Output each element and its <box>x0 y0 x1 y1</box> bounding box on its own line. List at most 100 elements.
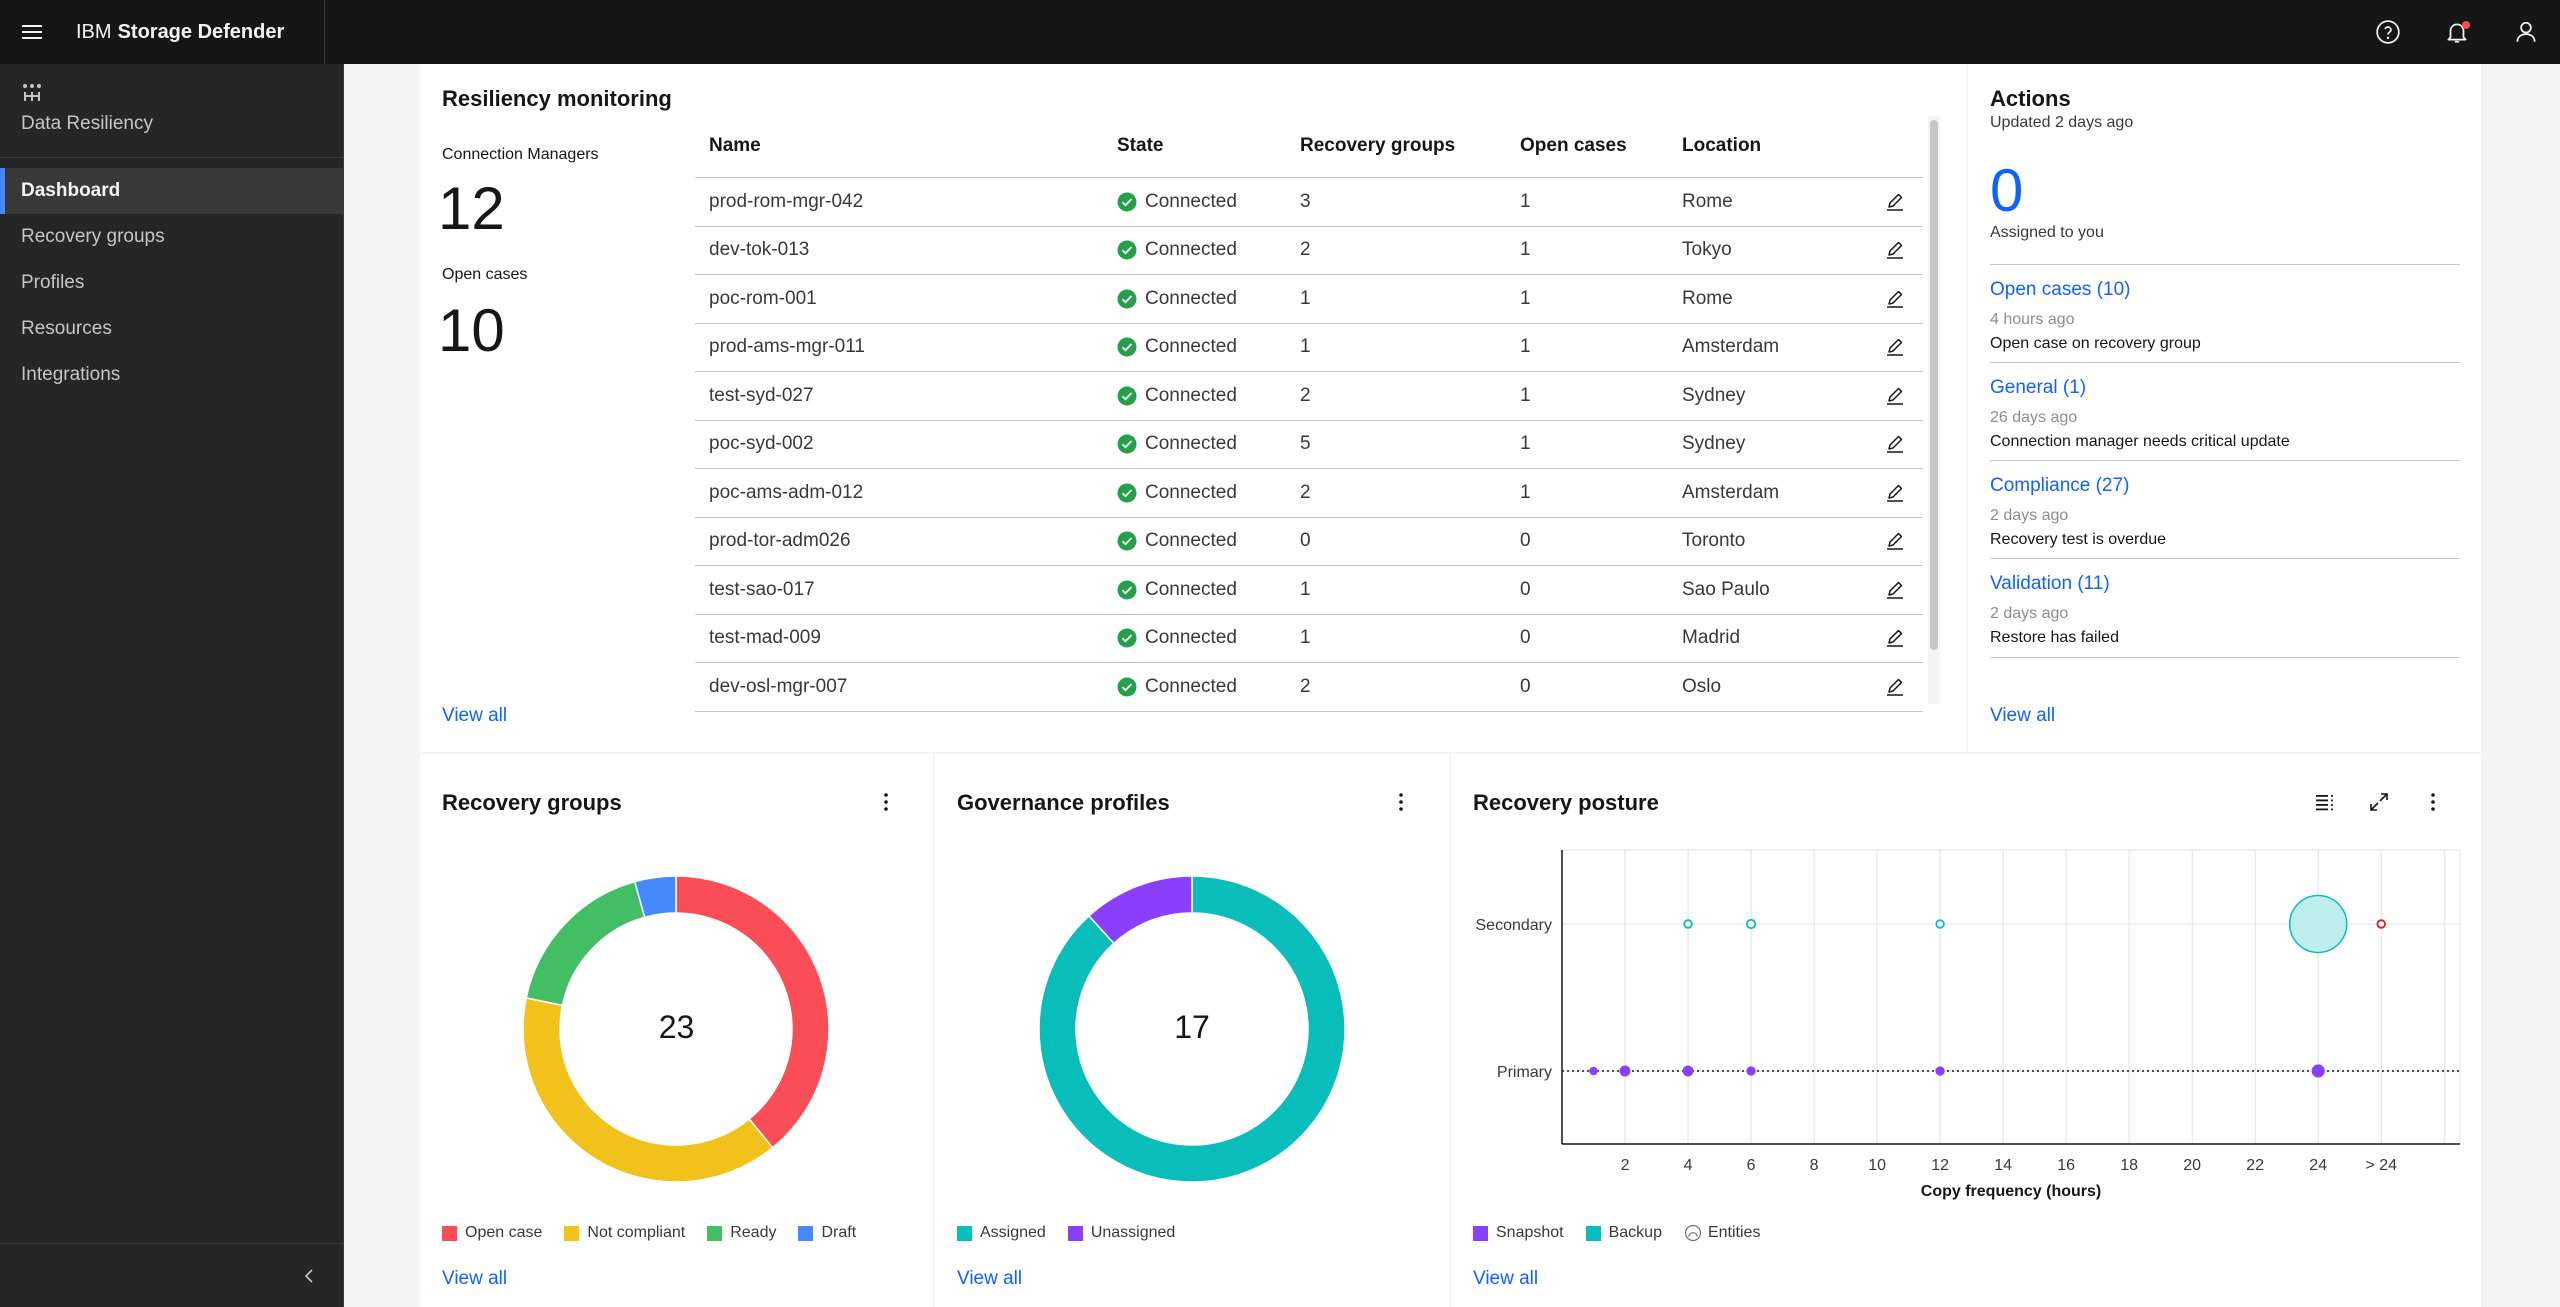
column-header-recovery-groups[interactable]: Recovery groups <box>1300 134 1456 156</box>
menu-icon[interactable] <box>0 0 64 64</box>
data-point-snapshot[interactable] <box>1589 1066 1598 1076</box>
recovery-groups-legend-item-not-compliant[interactable]: Not compliant <box>564 1224 685 1242</box>
app-brand[interactable]: IBM Storage Defender <box>64 0 326 64</box>
state-label: Connected <box>1145 190 1237 212</box>
data-point-snapshot[interactable] <box>1746 1066 1756 1076</box>
cell-state: Connected <box>1117 336 1300 358</box>
column-header-name[interactable]: Name <box>709 134 761 156</box>
governance-profiles-view-all-link[interactable]: View all <box>957 1268 1023 1289</box>
edit-button[interactable] <box>1866 433 1923 455</box>
data-point-backup[interactable] <box>2288 894 2348 954</box>
governance-profiles-slice-unassigned[interactable] <box>1087 875 1193 945</box>
recovery-posture-overflow-menu[interactable] <box>2417 786 2449 818</box>
edit-button[interactable] <box>1866 530 1923 552</box>
table-scrollbar-thumb[interactable] <box>1930 120 1938 650</box>
user-icon[interactable] <box>2491 0 2560 64</box>
column-header-open-cases[interactable]: Open cases <box>1520 134 1627 156</box>
recovery-groups-legend-item-open-case[interactable]: Open case <box>442 1224 542 1242</box>
action-item-title[interactable]: Compliance (27) <box>1990 475 2130 496</box>
table-row[interactable]: prod-rom-mgr-042 Connected 3 1 Rome <box>695 178 1923 227</box>
table-row[interactable]: prod-tor-adm026 Connected 0 0 Toronto <box>695 518 1923 566</box>
maximize-button[interactable] <box>2363 786 2395 818</box>
sidebar-item-recovery-groups[interactable]: Recovery groups <box>21 226 165 247</box>
sidebar-item-integrations[interactable]: Integrations <box>21 364 121 385</box>
table-row[interactable]: dev-osl-mgr-007 Connected 2 0 Oslo <box>695 663 1923 712</box>
governance-profiles-legend-item-assigned[interactable]: Assigned <box>957 1224 1046 1242</box>
edit-icon <box>1886 581 1903 599</box>
edit-button[interactable] <box>1866 191 1923 213</box>
recovery-groups-slice-ready[interactable] <box>525 880 646 1007</box>
edit-button[interactable] <box>1866 482 1923 504</box>
edit-button[interactable] <box>1866 627 1923 649</box>
action-item-title[interactable]: Open cases (10) <box>1990 279 2131 300</box>
edit-button[interactable] <box>1866 336 1923 358</box>
action-item-title[interactable]: General (1) <box>1990 377 2087 398</box>
sidebar-item-profiles[interactable]: Profiles <box>21 272 85 293</box>
recovery-posture-view-all-link[interactable]: View all <box>1473 1268 1539 1289</box>
data-point-backup[interactable] <box>1935 919 1945 929</box>
column-header-state[interactable]: State <box>1117 134 1164 156</box>
legend-label: Draft <box>821 1224 857 1241</box>
cell-location: Rome <box>1682 287 1733 309</box>
edit-button[interactable] <box>1866 239 1923 261</box>
actions-view-all-link[interactable]: View all <box>1990 705 2056 726</box>
table-view-button[interactable] <box>2309 786 2341 818</box>
table-row[interactable]: poc-ams-adm-012 Connected 2 1 Amsterdam <box>695 469 1923 518</box>
data-point-backup[interactable] <box>1745 918 1757 930</box>
legend-item-backup[interactable]: Backup <box>1585 1224 1662 1242</box>
recovery-groups-slice-draft[interactable] <box>633 875 677 919</box>
edit-icon <box>1886 533 1903 550</box>
state-label: Connected <box>1145 433 1237 455</box>
recovery-groups-card: Recovery groups 23 Open case Not complian… <box>420 754 933 1307</box>
table-row[interactable]: test-mad-009 Connected 1 0 Madrid <box>695 615 1923 663</box>
governance-profiles-legend-item-unassigned[interactable]: Unassigned <box>1067 1224 1175 1242</box>
cell-open-cases: 1 <box>1520 336 1531 358</box>
cell-recovery-groups: 2 <box>1300 239 1311 261</box>
recovery-groups-legend-item-ready[interactable]: Ready <box>707 1224 776 1242</box>
data-point-snapshot[interactable] <box>1935 1066 1945 1076</box>
recovery-groups-donut-chart <box>522 875 830 1183</box>
data-point-snapshot[interactable] <box>1619 1065 1631 1077</box>
data-point-snapshot[interactable] <box>2311 1064 2325 1078</box>
table-row[interactable]: dev-tok-013 Connected 2 1 Tokyo <box>695 227 1923 275</box>
recovery-groups-slice-not-compliant[interactable] <box>522 996 774 1183</box>
notification-icon[interactable] <box>2422 0 2491 64</box>
edit-button[interactable] <box>1866 676 1923 698</box>
recovery-groups-view-all-link[interactable]: View all <box>442 1268 508 1289</box>
data-point-entities[interactable] <box>2376 919 2386 929</box>
recovery-posture-title: Recovery posture <box>1473 790 1659 815</box>
collapse-sidebar-button[interactable] <box>0 1243 343 1307</box>
column-header-location[interactable]: Location <box>1682 134 1762 156</box>
edit-button[interactable] <box>1866 385 1923 407</box>
table-scrollbar[interactable] <box>1928 116 1940 704</box>
table-row[interactable]: test-sao-017 Connected 1 0 Sao Paulo <box>695 566 1923 615</box>
connected-check-icon <box>1117 240 1137 260</box>
cell-open-cases: 0 <box>1520 627 1531 649</box>
data-point-snapshot[interactable] <box>1682 1065 1694 1077</box>
recovery-groups-slice-open-case[interactable] <box>675 875 830 1149</box>
legend-item-entities[interactable]: Entities <box>1684 1224 1760 1242</box>
table-row[interactable]: poc-syd-002 Connected 5 1 Sydney <box>695 421 1923 469</box>
recovery-groups-overflow-menu[interactable] <box>870 786 902 818</box>
table-row[interactable]: prod-ams-mgr-011 Connected 1 1 Amsterdam <box>695 324 1923 372</box>
help-icon[interactable] <box>2353 0 2422 64</box>
cell-recovery-groups: 2 <box>1300 481 1311 503</box>
table-row[interactable]: test-syd-027 Connected 2 1 Sydney <box>695 372 1923 421</box>
legend-item-snapshot[interactable]: Snapshot <box>1473 1224 1564 1242</box>
governance-profiles-slice-assigned[interactable] <box>1038 875 1346 1183</box>
legend-swatch <box>564 1225 580 1241</box>
table-row[interactable]: poc-rom-001 Connected 1 1 Rome <box>695 275 1923 324</box>
recovery-groups-legend-item-draft[interactable]: Draft <box>798 1224 856 1242</box>
overflow-menu-icon <box>884 793 888 811</box>
governance-profiles-overflow-menu[interactable] <box>1385 786 1417 818</box>
recovery-groups-title: Recovery groups <box>442 790 622 815</box>
edit-button[interactable] <box>1866 579 1923 601</box>
sidebar-item-resources[interactable]: Resources <box>21 318 112 339</box>
action-item-title[interactable]: Validation (11) <box>1990 573 2110 594</box>
governance-profiles-donut-chart <box>1038 875 1346 1183</box>
data-point-backup[interactable] <box>1683 919 1693 929</box>
edit-button[interactable] <box>1866 288 1923 310</box>
sidebar-item-dashboard[interactable]: Dashboard <box>0 168 343 214</box>
action-item-general: General (1) 26 days ago Connection manag… <box>1990 362 2460 451</box>
resiliency-view-all-link[interactable]: View all <box>442 705 508 726</box>
